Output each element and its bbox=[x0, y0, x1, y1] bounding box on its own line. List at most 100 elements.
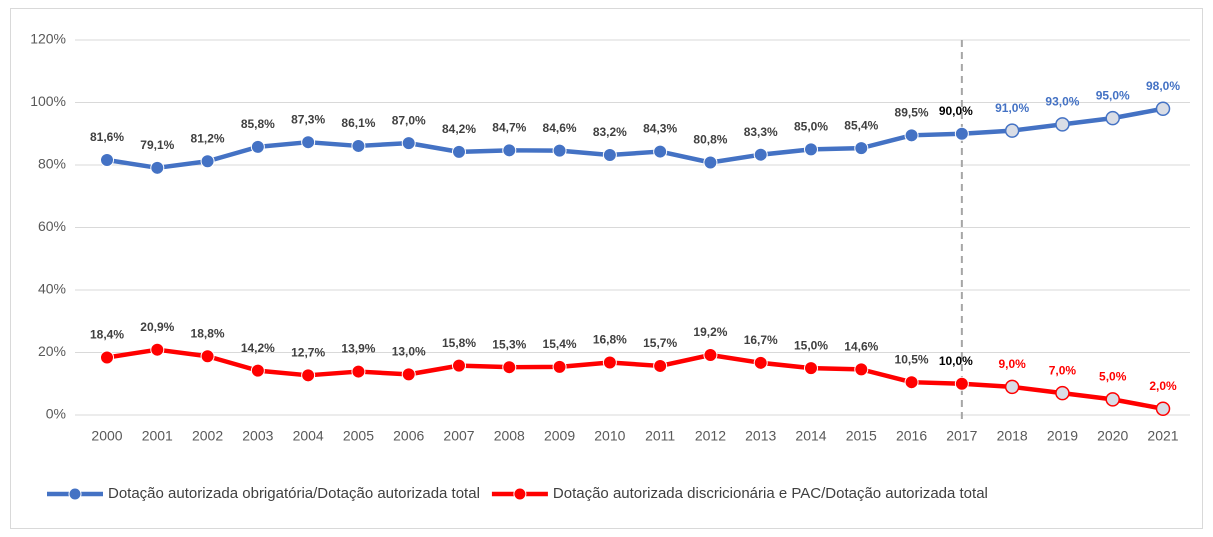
data-label: 84,6% bbox=[543, 121, 577, 135]
x-tick-label: 2018 bbox=[997, 428, 1028, 444]
data-point bbox=[401, 136, 416, 151]
x-tick-label: 2011 bbox=[645, 428, 675, 444]
legend-marker bbox=[513, 487, 527, 501]
data-label: 12,7% bbox=[291, 345, 325, 359]
data-point bbox=[452, 144, 466, 159]
x-tick-label: 2004 bbox=[293, 428, 324, 444]
y-tick-label: 0% bbox=[46, 406, 66, 422]
data-label: 84,2% bbox=[442, 122, 476, 136]
data-label: 95,0% bbox=[1096, 88, 1130, 102]
data-label: 2,0% bbox=[1149, 379, 1177, 393]
data-label: 86,1% bbox=[341, 116, 375, 130]
data-point bbox=[954, 376, 969, 391]
data-label: 16,7% bbox=[744, 333, 778, 347]
series-line bbox=[106, 106, 1164, 171]
data-label: 84,3% bbox=[643, 122, 677, 136]
data-point bbox=[150, 160, 165, 175]
data-point bbox=[653, 144, 668, 159]
data-point bbox=[1055, 117, 1070, 132]
data-point bbox=[804, 361, 818, 376]
data-label: 98,0% bbox=[1146, 79, 1180, 93]
x-tick-label: 2002 bbox=[192, 428, 223, 444]
data-point bbox=[502, 360, 517, 375]
data-label: 15,3% bbox=[492, 337, 526, 351]
data-point bbox=[250, 363, 265, 378]
data-label: 18,8% bbox=[191, 326, 225, 340]
data-label: 85,8% bbox=[241, 117, 275, 131]
data-label: 5,0% bbox=[1099, 370, 1127, 384]
x-tick-label: 2017 bbox=[946, 428, 977, 444]
data-point bbox=[1155, 401, 1171, 416]
data-label: 15,0% bbox=[794, 338, 828, 352]
x-tick-label: 2016 bbox=[896, 428, 927, 444]
data-point bbox=[351, 138, 366, 153]
data-label: 19,2% bbox=[693, 325, 727, 339]
data-label: 14,6% bbox=[844, 340, 878, 354]
data-label: 91,0% bbox=[995, 101, 1029, 115]
data-point bbox=[602, 148, 617, 162]
data-point bbox=[301, 368, 316, 383]
data-label: 89,5% bbox=[895, 105, 929, 119]
x-tick-label: 2020 bbox=[1097, 428, 1128, 444]
data-point bbox=[301, 135, 316, 150]
data-label: 84,7% bbox=[492, 120, 526, 134]
data-point bbox=[904, 128, 919, 143]
legend-marker bbox=[68, 487, 82, 501]
data-point bbox=[200, 154, 215, 169]
data-point bbox=[452, 358, 466, 373]
data-point bbox=[200, 349, 215, 364]
data-label: 81,2% bbox=[191, 131, 225, 145]
data-label: 13,0% bbox=[392, 345, 426, 359]
x-tick-label: 2019 bbox=[1047, 428, 1078, 444]
data-label: 18,4% bbox=[90, 328, 124, 342]
y-tick-label: 60% bbox=[38, 218, 66, 234]
x-tick-label: 2007 bbox=[443, 428, 474, 444]
data-point bbox=[502, 143, 517, 158]
data-label: 20,9% bbox=[140, 320, 174, 334]
data-point bbox=[954, 126, 969, 141]
data-label: 7,0% bbox=[1049, 363, 1077, 377]
data-point bbox=[653, 358, 668, 373]
data-point bbox=[753, 147, 768, 162]
data-point bbox=[1004, 123, 1020, 138]
data-label: 85,4% bbox=[844, 118, 878, 132]
data-point bbox=[100, 350, 114, 365]
legend-label: Dotação autorizada obrigatória/Dotação a… bbox=[108, 485, 480, 502]
legend-label: Dotação autorizada discricionária e PAC/… bbox=[553, 485, 988, 502]
data-point bbox=[753, 355, 768, 370]
data-point bbox=[100, 153, 114, 167]
x-tick-label: 2012 bbox=[695, 428, 726, 444]
data-label: 83,3% bbox=[744, 125, 778, 139]
data-point bbox=[1055, 385, 1070, 401]
x-tick-label: 2014 bbox=[795, 428, 826, 444]
data-point bbox=[552, 359, 567, 374]
data-label: 15,7% bbox=[643, 336, 677, 350]
data-point bbox=[1105, 392, 1120, 407]
chart-frame bbox=[10, 8, 1203, 529]
data-point bbox=[401, 367, 416, 382]
data-point bbox=[703, 348, 718, 362]
y-tick-label: 40% bbox=[38, 281, 66, 297]
data-label: 83,2% bbox=[593, 125, 627, 139]
data-point bbox=[1105, 110, 1120, 126]
data-label: 90,0% bbox=[939, 104, 973, 118]
data-label: 85,0% bbox=[794, 120, 828, 134]
x-tick-label: 2015 bbox=[846, 428, 877, 444]
x-tick-label: 2008 bbox=[494, 428, 525, 444]
x-tick-label: 2006 bbox=[393, 428, 424, 444]
data-point bbox=[703, 155, 718, 170]
data-label: 87,0% bbox=[392, 113, 426, 127]
data-point bbox=[1004, 379, 1020, 395]
y-tick-label: 20% bbox=[38, 343, 66, 359]
data-label: 81,6% bbox=[90, 130, 124, 144]
data-point bbox=[602, 355, 617, 370]
x-tick-label: 2010 bbox=[594, 428, 625, 444]
x-tick-label: 2000 bbox=[91, 428, 122, 444]
data-label: 9,0% bbox=[998, 357, 1026, 371]
data-point bbox=[854, 141, 869, 156]
data-label: 87,3% bbox=[291, 112, 325, 126]
x-tick-label: 2001 bbox=[142, 428, 173, 444]
y-tick-label: 80% bbox=[38, 156, 66, 172]
x-tick-label: 2003 bbox=[242, 428, 273, 444]
